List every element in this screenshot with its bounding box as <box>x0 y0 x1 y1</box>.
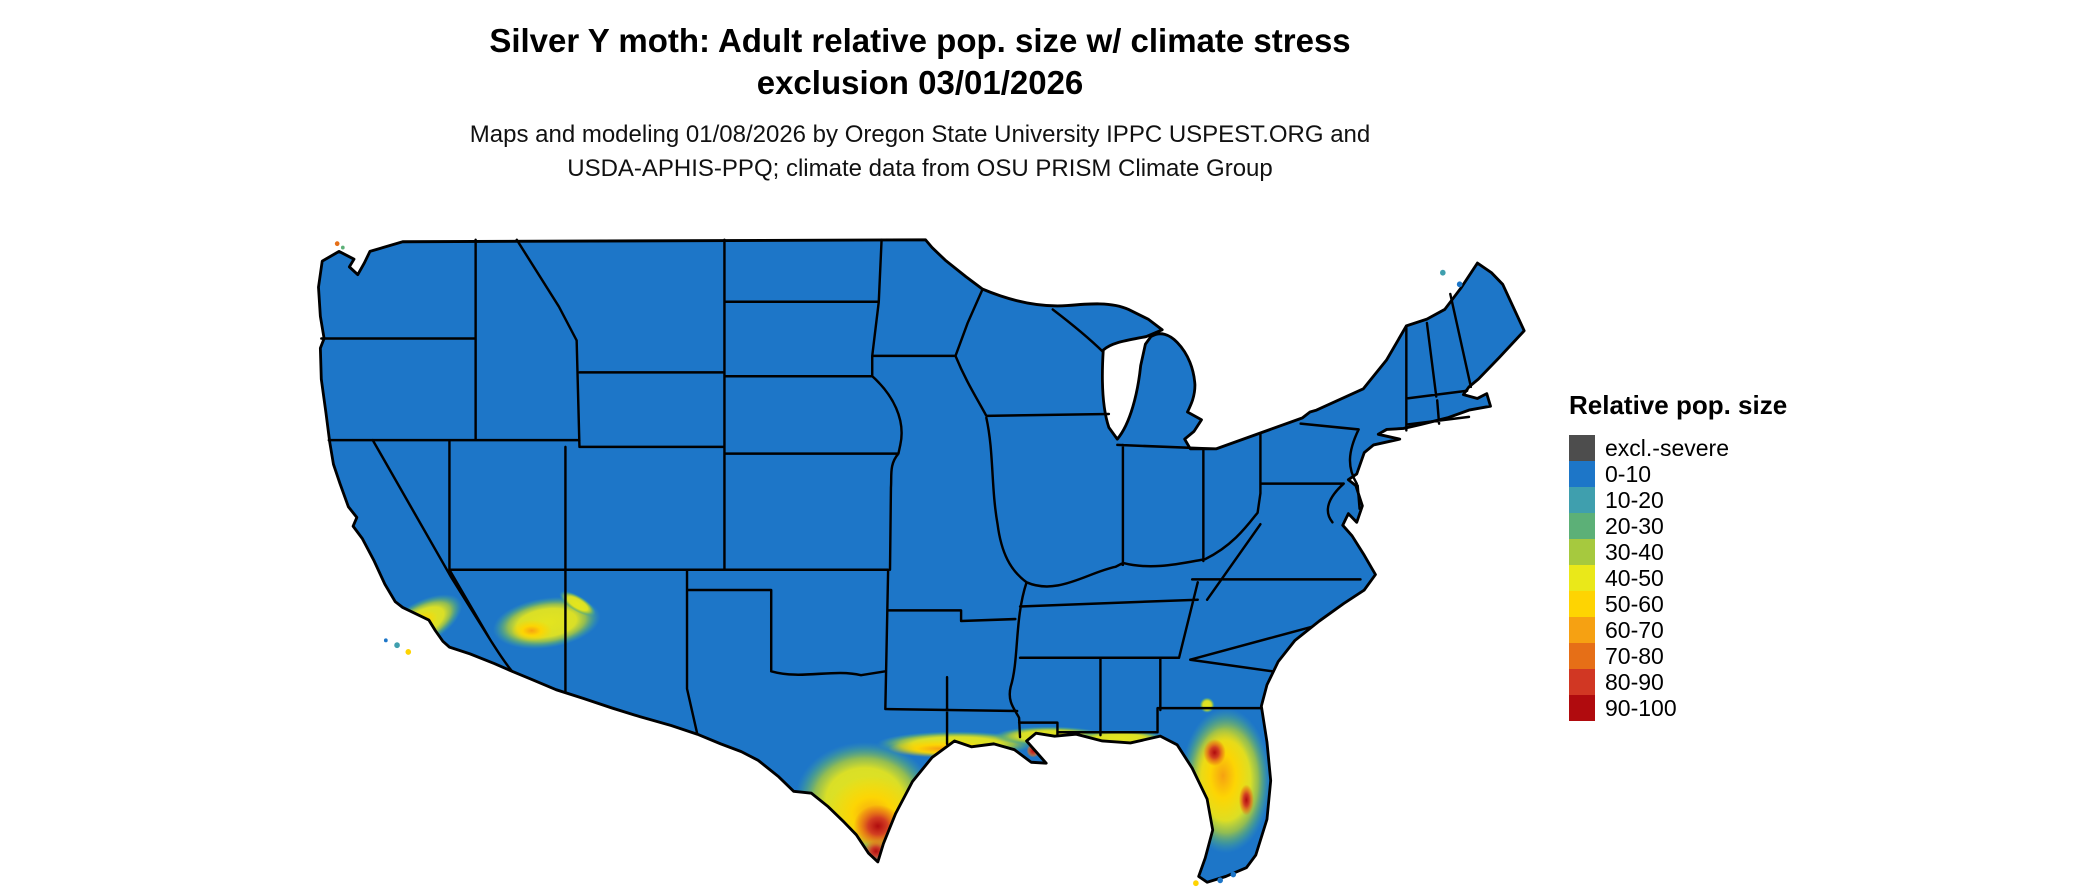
us-map <box>317 238 1526 887</box>
hotspot-southern-california-red <box>402 621 414 634</box>
legend-label: 80-90 <box>1605 668 1664 695</box>
islands-and-specks <box>334 241 1463 887</box>
legend-swatch <box>1569 461 1595 487</box>
legend-swatch <box>1569 513 1595 539</box>
page-title: Silver Y moth: Adult relative pop. size … <box>0 20 1840 104</box>
northeast-border-dot <box>1456 281 1463 288</box>
page-subtitle: Maps and modeling 01/08/2026 by Oregon S… <box>0 118 1840 186</box>
legend-label: 70-80 <box>1605 642 1664 669</box>
florida-keys-dot <box>1193 880 1199 887</box>
legend-title: Relative pop. size <box>1569 390 1788 420</box>
legend-swatch <box>1569 643 1595 669</box>
legend-swatch <box>1569 591 1595 617</box>
page-subtitle-line1: Maps and modeling 01/08/2026 by Oregon S… <box>469 121 1371 148</box>
legend-row: 40-50 <box>1569 565 1787 591</box>
legend-label: 50-60 <box>1605 590 1664 617</box>
map-container <box>311 234 1527 889</box>
page-subtitle-line2: USDA-APHIS-PPQ; climate data from OSU PR… <box>567 155 1273 182</box>
legend-row: 60-70 <box>1569 617 1787 643</box>
northwest-coast-speck <box>340 245 345 250</box>
legend-swatch <box>1569 669 1595 695</box>
legend-label: 40-50 <box>1605 564 1664 591</box>
hotspot-arizona-streak <box>559 591 596 617</box>
page-title-line2: exclusion 03/01/2026 <box>756 64 1084 101</box>
legend-swatch <box>1569 565 1595 591</box>
northwest-coast-speck <box>334 241 340 247</box>
legend-row: 10-20 <box>1569 487 1787 513</box>
legend-row: excl.-severe <box>1569 435 1787 461</box>
legend-label: excl.-severe <box>1605 434 1729 461</box>
legend-label: 30-40 <box>1605 538 1664 565</box>
legend-row: 30-40 <box>1569 539 1787 565</box>
legend-label: 20-30 <box>1605 512 1664 539</box>
legend-swatch <box>1569 435 1595 461</box>
channel-island-dot <box>394 642 400 649</box>
legend: Relative pop. size excl.-severe 0-10 10-… <box>1569 390 1787 721</box>
channel-island-dot <box>383 638 388 643</box>
legend-label: 0-10 <box>1605 460 1652 487</box>
hotspot-arizona-core <box>511 620 553 642</box>
legend-label: 10-20 <box>1605 486 1664 513</box>
hotspot-south-georgia <box>1199 697 1215 713</box>
channel-island-dot <box>405 649 412 655</box>
hotspot-florida-eastcoast-red <box>1238 784 1254 816</box>
map-base-fill <box>318 239 1525 883</box>
florida-keys-dot <box>1230 871 1237 878</box>
legend-label: 90-100 <box>1605 694 1677 721</box>
legend-row: 50-60 <box>1569 591 1787 617</box>
page-title-line1: Silver Y moth: Adult relative pop. size … <box>489 22 1351 59</box>
legend-row: 0-10 <box>1569 461 1787 487</box>
legend-swatch <box>1569 695 1595 721</box>
legend-row: 70-80 <box>1569 643 1787 669</box>
legend-swatch <box>1569 617 1595 643</box>
legend-swatch <box>1569 487 1595 513</box>
hotspot-gulf-coast-core <box>888 740 992 758</box>
legend-row: 20-30 <box>1569 513 1787 539</box>
legend-row: 80-90 <box>1569 669 1787 695</box>
legend-row: 90-100 <box>1569 695 1787 721</box>
florida-keys-dot <box>1217 877 1223 884</box>
northeast-border-dot <box>1440 269 1446 276</box>
legend-label: 60-70 <box>1605 616 1664 643</box>
hotspot-florida-central-red <box>1203 739 1226 767</box>
legend-swatch <box>1569 539 1595 565</box>
